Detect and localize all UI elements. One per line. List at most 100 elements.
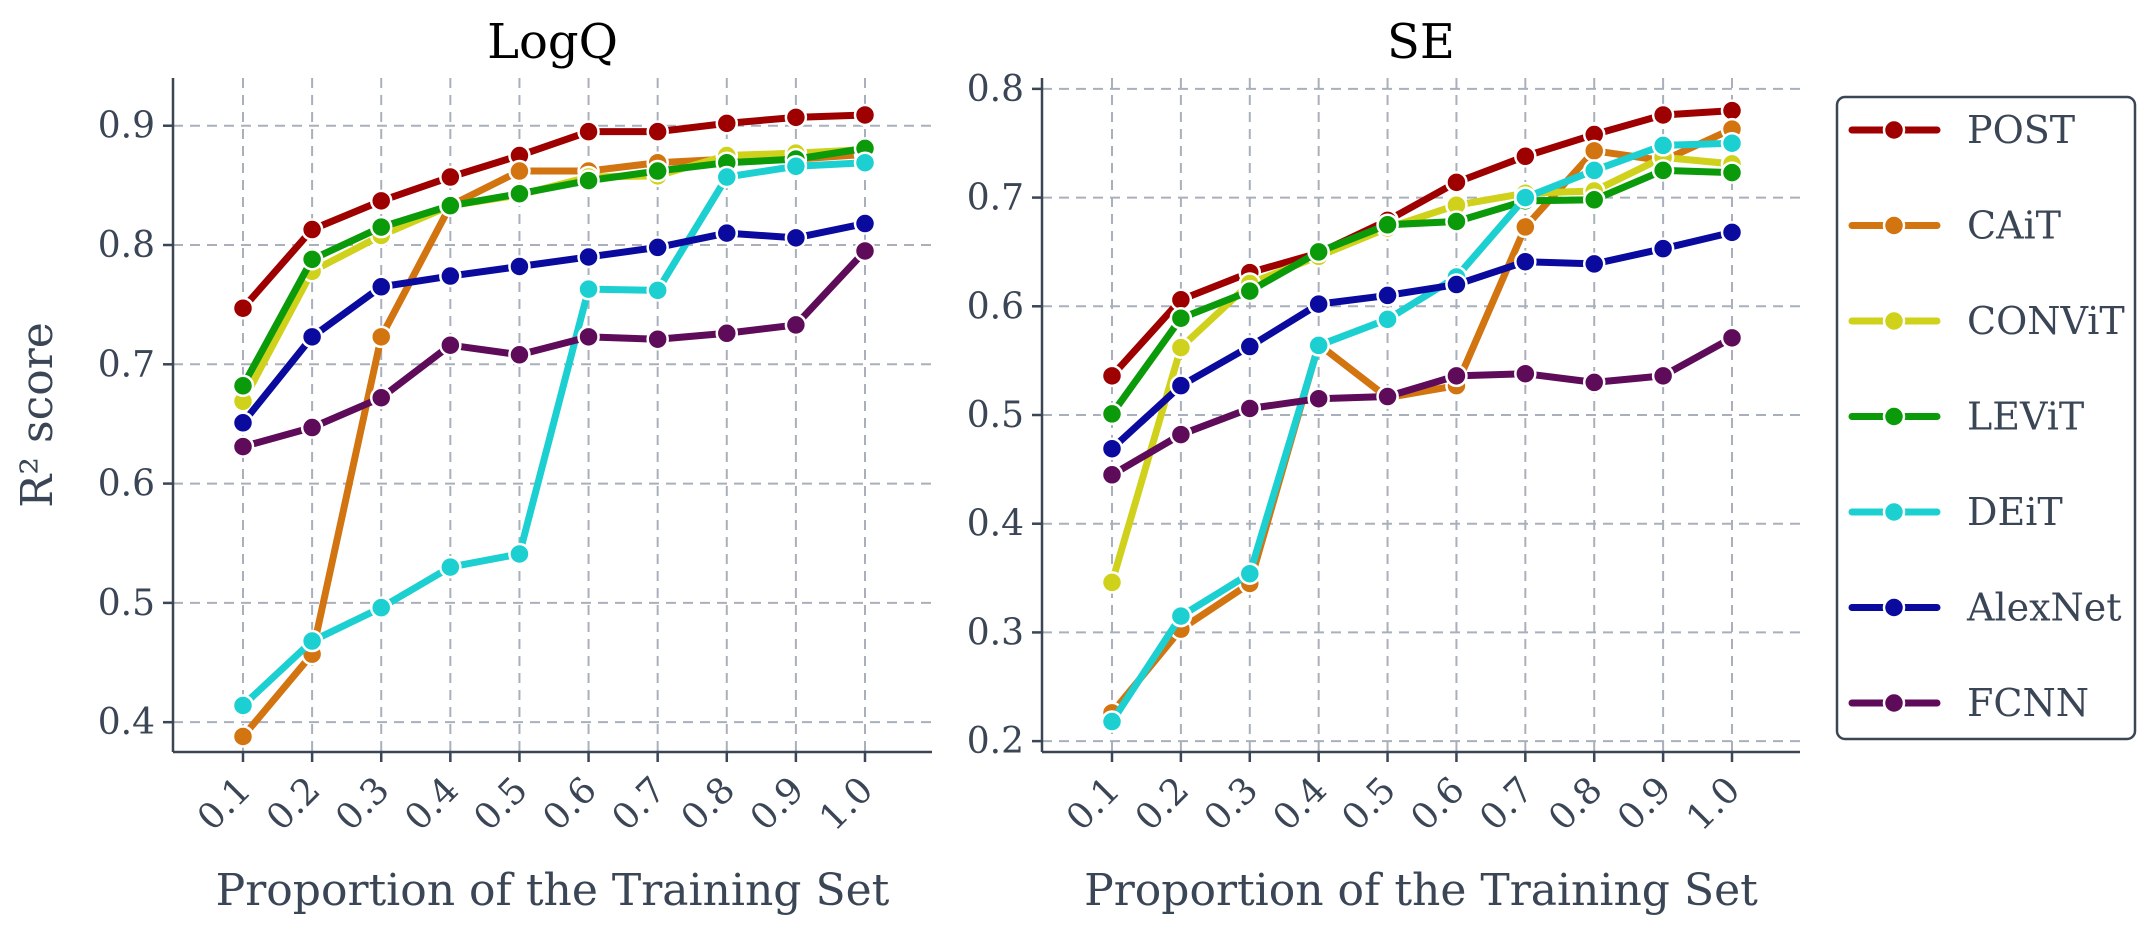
- logq-ytick-label-0-7: 0.7: [98, 344, 155, 385]
- logq-point-post-0-7: [646, 120, 669, 143]
- logq-line-post: [239, 111, 869, 312]
- se-point-alexnet-0-5: [1376, 284, 1399, 307]
- chart-se: 0.20.30.40.50.60.70.80.1 0.2 0.3 0.4 0.5 0.6 0…: [967, 14, 1800, 916]
- logq-series-deit: [231, 151, 877, 717]
- logq-point-alexnet-1-0: [853, 212, 877, 235]
- se-xtick-label-0-7: 0.7: [1472, 769, 1541, 838]
- legend-marker-cait: [1882, 214, 1906, 237]
- se-line-levit: [1108, 166, 1736, 418]
- logq-xtick-label-0-8: 0.8: [674, 769, 743, 838]
- se-point-levit-0-5: [1376, 213, 1399, 237]
- logq-point-alexnet-0-7: [646, 236, 669, 259]
- se-ytick-label-0-7: 0.7: [967, 178, 1024, 219]
- logq-point-alexnet-0-4: [439, 264, 462, 288]
- logq-point-alexnet-0-8: [715, 221, 739, 245]
- logq-point-alexnet-0-5: [508, 255, 531, 278]
- logq-point-levit-0-1: [231, 374, 255, 398]
- se-xtick-label-0-8: 0.8: [1541, 769, 1610, 838]
- legend-label-alexnet: AlexNet: [1966, 586, 2122, 630]
- legend-label-fcnn: FCNN: [1967, 681, 2089, 725]
- se-title: SE: [1387, 14, 1455, 70]
- logq-point-fcnn-0-1: [231, 435, 255, 458]
- se-line-alexnet: [1108, 228, 1736, 453]
- logq-line-fcnn: [239, 247, 869, 451]
- legend-marker-levit: [1882, 405, 1906, 428]
- legend-marker-post: [1882, 118, 1906, 142]
- se-point-alexnet-0-6: [1445, 273, 1468, 296]
- legend: POST CAiT CONViT LEViT DEiT AlexNet FCNN: [1835, 95, 2137, 741]
- logq-ytick-label-0-8: 0.8: [98, 225, 155, 266]
- se-ytick-label-0-6: 0.6: [967, 286, 1024, 327]
- se-ytick-label-0-8: 0.8: [967, 69, 1024, 110]
- se-series-convit: [1100, 146, 1744, 594]
- se-point-post-1-0: [1720, 99, 1744, 122]
- logq-xlabel: Proportion of the Training Set: [216, 865, 890, 916]
- logq-point-levit-0-3: [369, 215, 393, 239]
- se-point-deit-0-2: [1169, 604, 1193, 628]
- se-point-levit-0-3: [1238, 279, 1262, 303]
- legend-label-levit: LEViT: [1967, 395, 2084, 439]
- se-point-levit-0-1: [1100, 402, 1124, 426]
- se-point-fcnn-0-9: [1651, 364, 1675, 388]
- logq-point-fcnn-0-9: [784, 313, 808, 337]
- logq-point-alexnet-0-1: [231, 411, 255, 435]
- se-point-post-0-7: [1514, 145, 1537, 168]
- se-line-fcnn: [1108, 334, 1736, 479]
- se-xtick-label-0-2: 0.2: [1128, 769, 1197, 838]
- logq-point-cait-0-5: [508, 159, 531, 183]
- se-point-levit-1-0: [1720, 161, 1744, 184]
- se-point-alexnet-0-8: [1582, 252, 1606, 276]
- se-point-cait-0-8: [1582, 139, 1606, 163]
- se-xlabel: Proportion of the Training Set: [1084, 865, 1758, 916]
- se-point-deit-0-9: [1651, 134, 1675, 157]
- se-point-alexnet-0-3: [1238, 335, 1262, 358]
- legend-label-convit: CONViT: [1967, 299, 2125, 343]
- logq-point-deit-0-2: [300, 629, 324, 653]
- se-xtick-label-0-4: 0.4: [1266, 769, 1335, 838]
- logq-point-deit-0-3: [369, 596, 393, 619]
- logq-point-fcnn-0-8: [715, 322, 739, 345]
- se-point-levit-0-8: [1582, 188, 1606, 212]
- se-point-alexnet-0-7: [1514, 250, 1537, 273]
- se-line-post: [1108, 107, 1736, 380]
- logq-point-post-1-0: [853, 103, 877, 127]
- logq-point-post-0-6: [577, 120, 600, 143]
- logq-point-post-0-3: [369, 189, 393, 213]
- logq-ytick-label-0-6: 0.6: [98, 464, 155, 505]
- logq-point-levit-0-4: [439, 194, 462, 217]
- se-point-deit-0-3: [1238, 562, 1262, 585]
- logq-point-post-0-9: [784, 106, 808, 129]
- logq-point-deit-0-6: [577, 277, 600, 301]
- logq-series-fcnn: [231, 239, 877, 458]
- se-xtick-label-0-6: 0.6: [1403, 769, 1472, 838]
- se-point-fcnn-0-3: [1238, 397, 1262, 420]
- logq-ytick-label-0-9: 0.9: [98, 106, 155, 147]
- logq-point-levit-0-7: [646, 159, 669, 183]
- se-ytick-label-0-4: 0.4: [967, 504, 1024, 545]
- se-series-alexnet: [1100, 221, 1744, 460]
- logq-point-fcnn-0-3: [369, 386, 393, 409]
- legend-marker-convit: [1882, 309, 1906, 333]
- se-point-deit-0-4: [1307, 334, 1330, 357]
- se-point-deit-1-0: [1720, 131, 1744, 155]
- logq-point-fcnn-1-0: [853, 239, 877, 263]
- logq-title: LogQ: [487, 14, 618, 70]
- logq-point-deit-0-9: [784, 155, 808, 178]
- legend-marker-alexnet: [1882, 596, 1906, 619]
- legend-marker-fcnn: [1882, 691, 1906, 715]
- logq-point-deit-0-4: [439, 555, 462, 579]
- se-xtick-label-1-0: 1.0: [1679, 769, 1748, 838]
- logq-ytick-label-0-4: 0.4: [98, 702, 155, 743]
- se-point-alexnet-1-0: [1720, 221, 1744, 244]
- se-point-post-0-9: [1651, 103, 1675, 127]
- se-point-fcnn-0-1: [1100, 463, 1124, 487]
- se-point-fcnn-0-4: [1307, 387, 1330, 410]
- se-line-deit: [1108, 139, 1736, 726]
- logq-point-deit-0-8: [715, 165, 739, 189]
- logq-point-levit-0-5: [508, 182, 531, 205]
- logq-point-fcnn-0-6: [577, 325, 600, 349]
- logq-point-levit-0-6: [577, 169, 600, 192]
- se-point-fcnn-0-7: [1514, 362, 1537, 385]
- logq-point-deit-0-5: [508, 542, 531, 566]
- se-point-fcnn-0-6: [1445, 364, 1468, 388]
